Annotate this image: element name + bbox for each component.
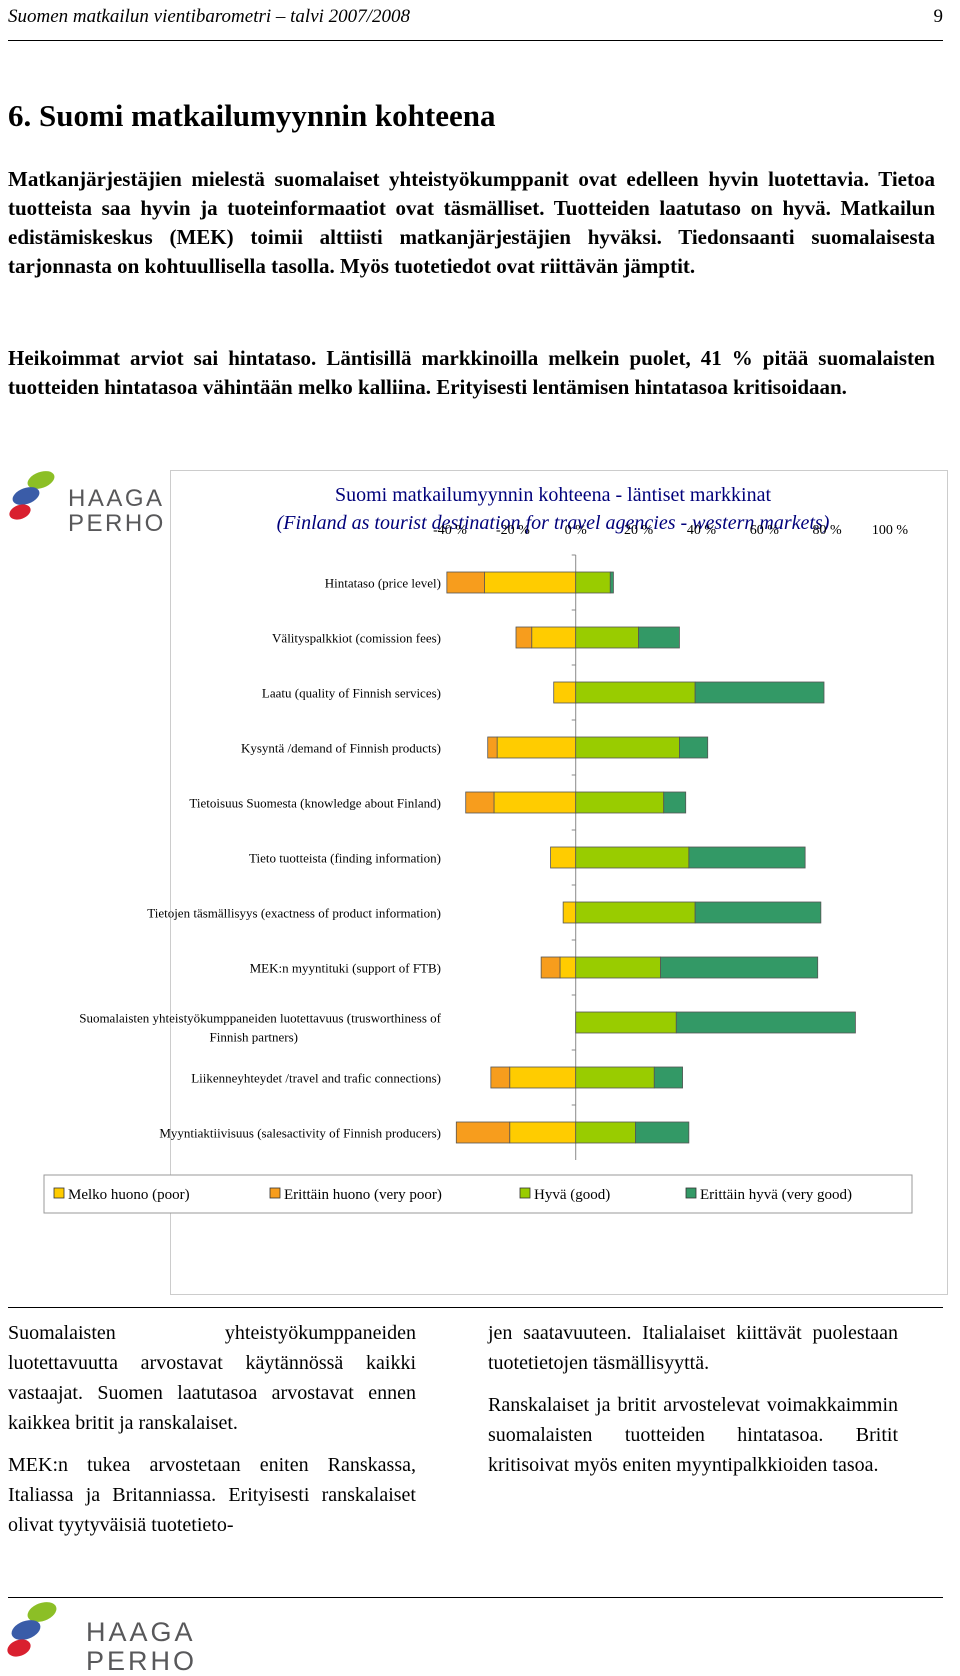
left-column: Suomalaisten yhteistyökumppaneiden luote… [8, 1318, 416, 1552]
bar-poor [562, 901, 577, 924]
footer-logo-mark-icon [7, 1602, 57, 1657]
legend-label: Erittäin huono (very poor) [284, 1187, 442, 1203]
category-label: Laatu (quality of Finnish services) [262, 686, 441, 701]
left-column-paragraph-1: Suomalaisten yhteistyökumppaneiden luote… [8, 1322, 416, 1434]
bar-good [575, 1066, 655, 1089]
chart-frame [170, 470, 948, 1295]
bar-very-poor [490, 1066, 511, 1089]
legend-box [43, 1174, 913, 1214]
chart-bottom-rule [8, 1307, 943, 1308]
category-label: Tietoisuus Suomesta (knowledge about Fin… [189, 796, 441, 811]
bar-very-good [635, 1121, 690, 1144]
footer-logo-line-1: HAAGA [86, 1617, 196, 1647]
bar-very-good [679, 736, 709, 759]
running-header-title: Suomen matkailun vientibarometri – talvi… [8, 6, 410, 27]
category-label: Välityspalkkiot (comission fees) [272, 631, 441, 646]
category-label: Hintataso (price level) [325, 576, 441, 591]
bar-good [575, 1011, 677, 1034]
intro-paragraph-1: Matkanjärjestäjien mielestä suomalaiset … [8, 167, 935, 278]
footer-logo-line-2: PERHO [86, 1646, 198, 1676]
bar-good [575, 956, 661, 979]
x-tick-label: 0 % [565, 523, 588, 538]
x-tick-label: -20 % [496, 523, 530, 538]
chart-title: Suomi matkailumyynnin kohteena - läntise… [334, 484, 772, 506]
bar-very-poor [540, 956, 561, 979]
bar-very-good [660, 956, 819, 979]
x-tick-label: 80 % [813, 523, 843, 538]
footer-logo: HAAGA PERHO [6, 1600, 194, 1676]
haaga-perho-logo: HAAGA PERHO [8, 470, 163, 536]
bar-good [575, 901, 696, 924]
running-header: Suomen matkailun vientibarometri – talvi… [8, 6, 943, 28]
bar-good [575, 571, 611, 594]
bar-very-good [688, 846, 806, 869]
chart-subtitle: (Finland as tourist destination for trav… [276, 512, 830, 534]
bar-poor [559, 956, 577, 979]
right-column: jen saatavuuteen. Italialaiset kiittävät… [488, 1318, 898, 1492]
category-label: Myyntiaktiivisuus (salesactivity of Finn… [159, 1126, 441, 1141]
bar-poor [496, 736, 577, 759]
bar-poor [509, 1066, 577, 1089]
logo-mark-icon [9, 471, 55, 520]
bar-good [575, 681, 696, 704]
bar-very-poor [487, 736, 498, 759]
bar-very-poor [446, 571, 485, 594]
bar-very-good [694, 901, 822, 924]
bar-poor [493, 791, 577, 814]
x-tick-label: 60 % [750, 523, 780, 538]
bar-very-good [609, 571, 614, 594]
bar-poor [550, 846, 577, 869]
bar-poor [509, 1121, 577, 1144]
page-number: 9 [933, 6, 944, 27]
legend-swatch [53, 1187, 65, 1199]
bar-good [575, 846, 690, 869]
category-label: Tietojen täsmällisyys (exactness of prod… [147, 906, 441, 921]
category-label: MEK:n myyntituki (support of FTB) [250, 961, 441, 976]
bar-poor [553, 681, 577, 704]
bar-very-good [653, 1066, 683, 1089]
category-label: Liikenneyhteydet /travel and trafic conn… [191, 1071, 441, 1086]
intro-paragraph-2: Heikoimmat arviot sai hintataso. Läntisi… [8, 346, 935, 399]
category-label-line: Finnish partners) [210, 1030, 298, 1045]
bar-very-poor [515, 626, 533, 649]
category-label: Kysyntä /demand of Finnish products) [241, 741, 441, 756]
bar-very-good [694, 681, 825, 704]
section-title: 6. Suomi matkailumyynnin kohteena [8, 98, 496, 133]
legend-swatch [519, 1187, 531, 1199]
logo-line-2: PERHO [68, 510, 166, 537]
legend-label: Erittäin hyvä (very good) [700, 1187, 852, 1203]
legend-label: Melko huono (poor) [68, 1187, 190, 1203]
x-tick-label: 100 % [872, 523, 909, 538]
x-tick-label: -40 % [433, 523, 467, 538]
footer-rule [8, 1597, 943, 1598]
x-tick-label: 20 % [624, 523, 654, 538]
left-column-paragraph-2: MEK:n tukea arvostetaan eniten Ranskassa… [8, 1454, 416, 1536]
right-column-paragraph-1: jen saatavuuteen. Italialaiset kiittävät… [488, 1322, 898, 1374]
bar-good [575, 1121, 636, 1144]
right-column-paragraph-2: Ranskalaiset ja britit arvostelevat voim… [488, 1394, 898, 1476]
legend-swatch [685, 1187, 697, 1199]
bar-very-good [638, 626, 680, 649]
bar-very-good [675, 1011, 856, 1034]
category-label: Tieto tuotteista (finding information) [249, 851, 441, 866]
bar-very-poor [465, 791, 495, 814]
bar-poor [484, 571, 577, 594]
bar-poor [531, 626, 577, 649]
legend-label: Hyvä (good) [534, 1187, 610, 1203]
category-label-line: Suomalaisten yhteistyökumppaneiden luote… [79, 1011, 441, 1026]
bar-very-poor [455, 1121, 511, 1144]
bar-very-good [663, 791, 687, 814]
category-label: Suomalaisten yhteistyökumppaneiden luote… [79, 1011, 441, 1045]
bar-good [575, 626, 639, 649]
legend-swatch [269, 1187, 281, 1199]
bar-chart: -40 % -20 % 0 % 20 % 40 % 60 % 80 % 100 % Hintat… [43, 523, 913, 1214]
chart-container: HAAGA PERHO Suomi matkailumyynnin kohtee… [8, 470, 948, 1295]
bar-good [575, 791, 665, 814]
header-rule [8, 40, 943, 41]
logo-line-1: HAAGA [68, 485, 165, 512]
x-tick-label: 40 % [687, 523, 717, 538]
bar-good [575, 736, 680, 759]
